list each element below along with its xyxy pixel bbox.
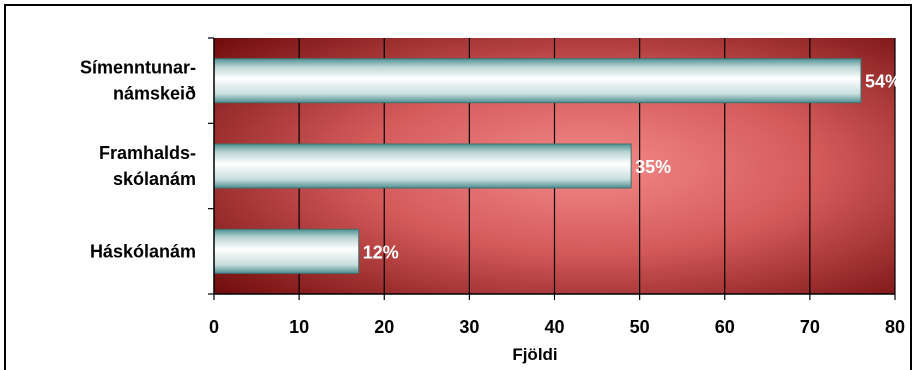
x-tick-label: 70 [800,317,820,337]
x-tick-label: 60 [715,317,735,337]
x-tick-label: 50 [630,317,650,337]
axes [208,37,896,300]
category-labels: Símenntunar-námskeið Framhalds-skólanám Há… [80,58,196,262]
data-label: 54% [865,72,901,92]
data-label: 35% [635,157,671,177]
bar [213,58,862,104]
category-label: Framhalds- [99,143,196,163]
bars: 54% 35% 12% [213,58,901,274]
x-axis-title: Fjöldi [512,345,557,364]
category-label: skólanám [113,169,196,189]
x-tick-label: 20 [374,317,394,337]
x-tick-labels: 0 10 20 30 40 50 60 70 80 [209,317,905,337]
category-label: Háskólanám [90,241,196,261]
x-tick-label: 40 [544,317,564,337]
x-tick-label: 30 [459,317,479,337]
bar [213,143,632,189]
x-tick-label: 10 [289,317,309,337]
bar [213,228,360,274]
category-label: námskeið [113,84,196,104]
category-label: Símenntunar- [80,58,196,78]
x-tick-label: 80 [885,317,905,337]
data-label: 12% [363,242,399,262]
x-tick-label: 0 [209,317,219,337]
